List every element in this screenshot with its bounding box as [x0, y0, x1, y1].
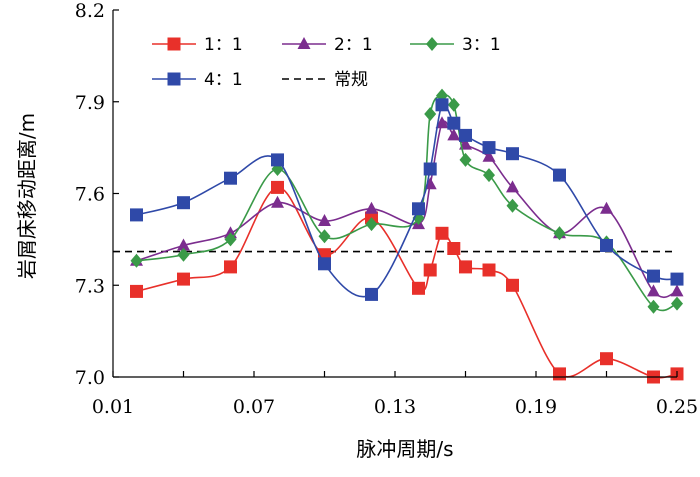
- data-point: [271, 180, 284, 194]
- data-point: [365, 217, 378, 232]
- data-point: [177, 238, 190, 251]
- data-point: [482, 263, 496, 277]
- series-line: [136, 94, 678, 312]
- data-point: [447, 116, 461, 130]
- data-point: [318, 214, 331, 226]
- data-point: [506, 198, 519, 213]
- data-point: [600, 201, 613, 214]
- data-point: [365, 287, 378, 301]
- x-axis-title: 脉冲周期/s: [356, 437, 453, 461]
- legend-entry-2: 2：1: [282, 35, 373, 55]
- x-tick-label: 0.19: [515, 396, 557, 418]
- data-point: [435, 98, 449, 112]
- data-point: [671, 296, 683, 311]
- data-point: [600, 352, 613, 366]
- series-line: [136, 102, 678, 298]
- data-point: [224, 171, 237, 185]
- data-point: [506, 147, 519, 161]
- data-point: [506, 180, 519, 193]
- data-point: [459, 128, 472, 142]
- plot-area: [113, 88, 684, 384]
- legend-label: 3：1: [462, 35, 501, 55]
- legend-marker: [167, 72, 181, 86]
- data-point: [447, 242, 461, 255]
- data-point: [365, 201, 378, 214]
- data-point: [553, 168, 566, 182]
- data-point: [670, 284, 684, 297]
- data-point: [224, 232, 237, 247]
- data-point: [412, 281, 425, 295]
- y-axis-title: 岩屑床移动距离/m: [15, 113, 39, 279]
- data-point: [423, 263, 437, 277]
- data-point: [647, 269, 660, 283]
- data-point: [435, 226, 449, 240]
- series-4: [130, 98, 684, 301]
- legend-entry-3: 3：1: [410, 35, 501, 55]
- data-point: [447, 128, 461, 141]
- data-point: [600, 239, 613, 252]
- legend-label: 4：1: [204, 70, 243, 90]
- series-line: [136, 186, 678, 379]
- legend-label: 2：1: [334, 35, 373, 55]
- data-point: [482, 141, 496, 155]
- legend-marker: [297, 37, 311, 49]
- x-tick-label: 0.25: [656, 396, 698, 418]
- data-point: [177, 196, 190, 210]
- data-point: [670, 272, 684, 286]
- data-point: [459, 152, 472, 167]
- data-point: [447, 97, 460, 112]
- data-point: [424, 107, 437, 121]
- data-point: [482, 149, 496, 162]
- x-tick-label: 0.01: [92, 396, 134, 418]
- data-point: [483, 168, 495, 183]
- series-1: [130, 180, 684, 384]
- legend-entry-4: 4：1: [152, 70, 243, 90]
- legend: 1：1 2：1 3：1 4：1 常规: [152, 35, 501, 90]
- data-point: [177, 247, 190, 262]
- y-tick-label: 7.9: [75, 92, 105, 114]
- data-point: [553, 367, 566, 381]
- data-point: [647, 299, 660, 314]
- data-point: [506, 278, 519, 292]
- data-point: [423, 162, 437, 176]
- series-3: [130, 88, 683, 314]
- legend-marker: [167, 37, 181, 51]
- data-point: [647, 284, 660, 297]
- data-point: [318, 229, 331, 244]
- data-point: [318, 257, 331, 271]
- y-tick-label: 7.0: [75, 367, 105, 389]
- data-point: [224, 260, 237, 274]
- data-point: [130, 253, 143, 268]
- data-point: [271, 195, 284, 208]
- y-tick-label: 8.2: [75, 0, 105, 22]
- legend-marker: [426, 37, 438, 51]
- y-tick-label: 7.6: [75, 184, 105, 206]
- y-tick-label: 7.3: [75, 275, 105, 297]
- data-point: [412, 202, 425, 216]
- data-point: [459, 260, 472, 274]
- data-point: [130, 208, 143, 222]
- data-point: [177, 272, 190, 286]
- x-tick-label: 0.07: [233, 396, 275, 418]
- data-point: [130, 284, 143, 298]
- legend-entry-1: 1：1: [152, 35, 243, 55]
- legend-label: 1：1: [204, 35, 243, 55]
- x-tick-label: 0.13: [374, 396, 416, 418]
- legend-entry-5: 常规: [282, 70, 368, 90]
- data-point: [553, 226, 566, 241]
- data-point: [435, 116, 449, 129]
- axes: 脉冲周期/s 岩屑床移动距离/m 7.0 7.3 7.6 7.9 8.2 0.01 0.07…: [15, 0, 698, 461]
- data-point: [271, 153, 284, 167]
- legend-label: 常规: [334, 70, 368, 90]
